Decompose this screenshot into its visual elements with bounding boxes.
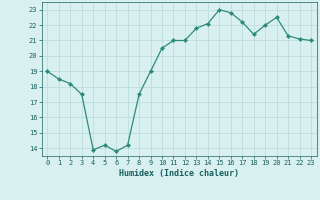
X-axis label: Humidex (Indice chaleur): Humidex (Indice chaleur) — [119, 169, 239, 178]
